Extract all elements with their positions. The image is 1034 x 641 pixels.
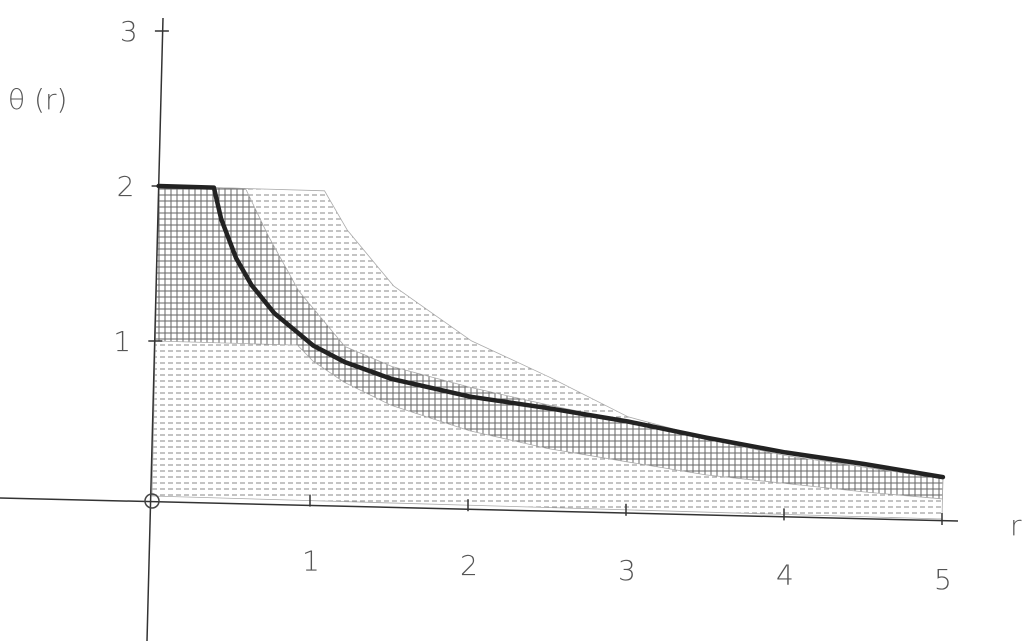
y-axis	[146, 17, 164, 641]
y-axis-label: θ (r)	[8, 83, 67, 116]
y-tick-label-3: 3	[120, 15, 138, 48]
x-tick-label-5: 5	[934, 563, 952, 596]
x-tick-label-2: 2	[460, 549, 478, 582]
curves	[156, 183, 946, 480]
x-tick-label-1: 1	[302, 545, 320, 578]
origin-marker	[144, 493, 160, 509]
y-tick-label-1: 1	[113, 325, 131, 358]
main-curve	[156, 183, 946, 480]
x-axis-label: r	[1010, 509, 1022, 542]
x-tick-label-4: 4	[776, 558, 794, 591]
shaded-regions	[151, 185, 944, 520]
x-tick-label-3: 3	[618, 554, 636, 587]
y-tick-label-2: 2	[117, 170, 135, 203]
labels: θ (r) r 12345123o	[8, 15, 1022, 596]
horizontal-hatch-band	[151, 185, 944, 520]
axes	[0, 17, 959, 641]
